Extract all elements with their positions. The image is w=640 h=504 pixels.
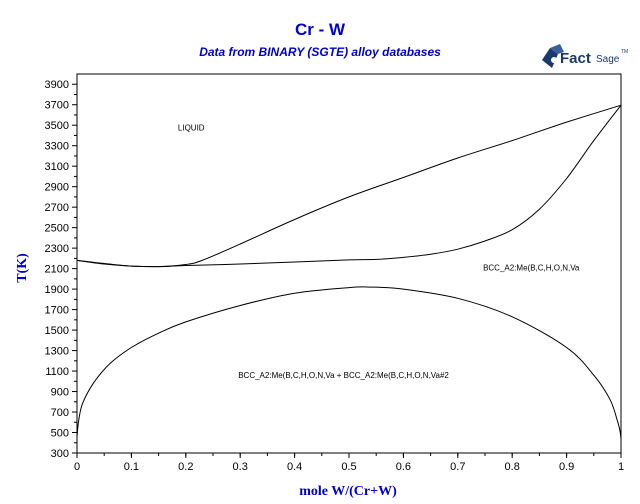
- phase-label: LIQUID: [178, 123, 205, 132]
- x-tick-label: 0.2: [178, 461, 193, 473]
- x-tick-label: 0.9: [559, 461, 574, 473]
- phase-label: BCC_A2:Me(B,C,H,O,N,Va + BCC_A2:Me(B,C,H…: [238, 371, 449, 380]
- x-tick-label: 0.6: [396, 461, 411, 473]
- y-tick-label: 3500: [45, 120, 69, 132]
- phase-label: BCC_A2:Me(B,C,H,O,N,Va: [483, 264, 580, 273]
- phase-curves: [76, 104, 622, 439]
- phase-labels: LIQUID BCC_A2:Me(B,C,H,O,N,Va BCC_A2:Me(B,…: [178, 123, 580, 380]
- phase-boundary-liquidus: [76, 104, 622, 268]
- y-tick-label: 1100: [45, 366, 69, 378]
- x-tick-label: 0.7: [450, 461, 465, 473]
- y-tick-label: 300: [51, 448, 69, 460]
- y-tick-label: 1300: [45, 346, 69, 358]
- x-tick-label: 0.8: [505, 461, 520, 473]
- factsage-logo-icon: Fact Sage TM: [542, 44, 628, 68]
- x-tick-label: 0.3: [233, 461, 248, 473]
- logo-text-sage: Sage: [596, 54, 620, 65]
- factsage-logo-mark: [542, 44, 564, 68]
- x-tick-label: 1: [618, 461, 624, 473]
- chart-subtitle: Data from BINARY (SGTE) alloy databases: [199, 45, 441, 59]
- y-axis-label: T(K): [15, 253, 30, 283]
- y-tick-label: 500: [51, 428, 69, 440]
- y-tick-label: 700: [51, 407, 69, 419]
- y-tick-label: 2300: [45, 243, 69, 255]
- y-tick-label: 1900: [45, 284, 69, 296]
- logo-text-tm: TM: [621, 49, 628, 55]
- y-tick-label: 2700: [45, 202, 69, 214]
- axes: 0 0.1 0.2 0.3 0.4 0.5 0.6 0.7 0.8 0.9 130050070090…: [45, 73, 624, 473]
- x-tick-label: 0.5: [341, 461, 356, 473]
- logo-text-main: Fact: [560, 50, 591, 67]
- y-tick-label: 1700: [45, 305, 69, 317]
- x-tick-label: 0.4: [287, 461, 302, 473]
- y-tick-label: 2100: [45, 264, 69, 276]
- y-tick-label: 3900: [45, 79, 69, 91]
- x-tick-label: 0: [74, 461, 80, 473]
- y-tick-label: 3300: [45, 141, 69, 153]
- chart-title: Cr - W: [294, 20, 346, 39]
- phase-boundary-miscibility-gap: [76, 286, 622, 439]
- y-tick-label: 3700: [45, 100, 69, 112]
- phase-boundary-solidus: [76, 104, 622, 268]
- y-tick-label: 2900: [45, 182, 69, 194]
- y-tick-label: 2500: [45, 223, 69, 235]
- y-tick-label: 3100: [45, 161, 69, 173]
- y-tick-label: 900: [51, 387, 69, 399]
- y-tick-label: 1500: [45, 325, 69, 337]
- x-tick-label: 0.1: [124, 461, 139, 473]
- x-axis-label: mole W/(Cr+W): [299, 484, 397, 499]
